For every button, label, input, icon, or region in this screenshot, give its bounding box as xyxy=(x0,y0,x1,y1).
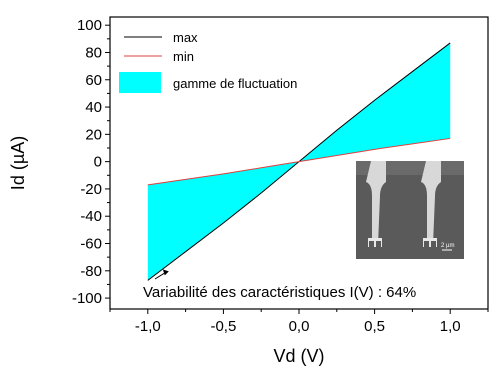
y-tick-label: 0 xyxy=(94,154,102,171)
y-tick-label: -100 xyxy=(72,290,102,307)
series-layer xyxy=(147,42,451,281)
annotation-arrow-head xyxy=(162,269,169,276)
x-tick-label: 1,0 xyxy=(440,318,461,335)
y-tick-label: 40 xyxy=(85,99,102,116)
ticks-layer: -1,0 -0,5 0,0 0,5 1,0 -100 -80 -60 -40 -20 0 20 40 60… xyxy=(72,17,489,335)
x-tick-label: -1,0 xyxy=(135,318,161,335)
y-tick-label: -20 xyxy=(80,181,102,198)
y-tick-label: 100 xyxy=(77,17,102,34)
x-axis-title: Vd (V) xyxy=(273,346,324,366)
y-tick-label: -80 xyxy=(80,263,102,280)
x-tick-label: -0,5 xyxy=(210,318,236,335)
y-tick-label: 80 xyxy=(85,44,102,61)
y-tick-label: 60 xyxy=(85,72,102,89)
legend-fill-label: gamme de fluctuation xyxy=(173,76,297,91)
annotation-arrow xyxy=(154,271,167,280)
x-tick-label: 0,0 xyxy=(289,318,310,335)
inset-image: 2 µm xyxy=(356,161,464,259)
y-tick-label: 20 xyxy=(85,126,102,143)
series-line-min xyxy=(147,137,451,186)
legend: max min gamme de fluctuation xyxy=(119,30,297,93)
legend-fill-swatch xyxy=(119,72,161,93)
y-tick-label: -40 xyxy=(80,208,102,225)
y-tick-label: -60 xyxy=(80,236,102,253)
legend-min-label: min xyxy=(173,49,194,64)
inset-scale-label: 2 µm xyxy=(441,243,454,249)
x-tick-label: 0,5 xyxy=(364,318,385,335)
legend-max-label: max xyxy=(173,30,198,45)
y-axis-title: Id (µA) xyxy=(8,136,28,190)
annotation-text: Variabilité des caractéristiques I(V) : … xyxy=(143,284,416,301)
